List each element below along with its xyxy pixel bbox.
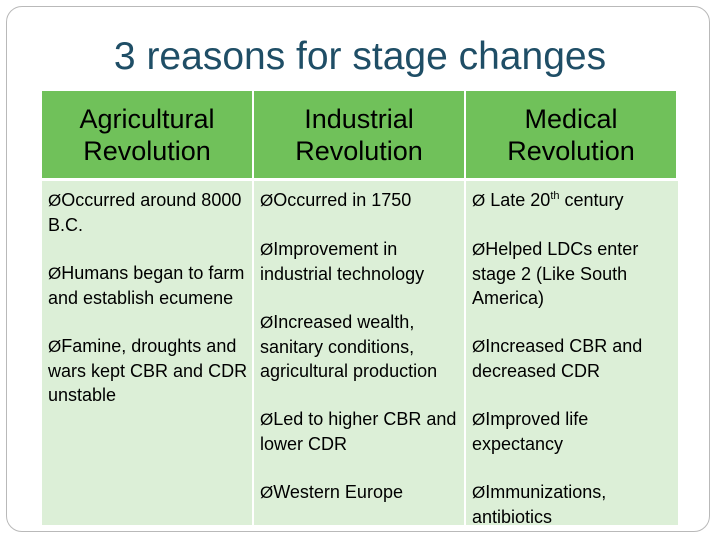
arrow-bullet-icon: Ø (472, 240, 486, 259)
list-item: ØOccurred around 8000 B.C. (48, 190, 242, 235)
list-item: ØImproved life expectancy (472, 409, 589, 454)
list-item: ØOccurred in 1750 (260, 190, 412, 210)
header-agricultural: Agricultural Revolution (42, 91, 254, 181)
arrow-bullet-icon: Ø (48, 337, 62, 356)
arrow-bullet-icon: Ø (48, 191, 62, 210)
list-item: ØFamine, droughts and wars kept CBR and … (48, 336, 248, 405)
header-medical: Medical Revolution (466, 91, 678, 181)
list-item: ØIncreased wealth, sanitary conditions, … (260, 312, 438, 381)
header-industrial: Industrial Revolution (254, 91, 466, 181)
slide-title: 3 reasons for stage changes (113, 35, 607, 78)
arrow-bullet-icon: Ø (260, 191, 274, 210)
arrow-bullet-icon: Ø (472, 337, 486, 356)
arrow-bullet-icon: Ø (48, 264, 62, 283)
list-item: ØImmunizations, antibiotics (472, 482, 607, 527)
arrow-bullet-icon: Ø (472, 410, 486, 429)
arrow-bullet-icon: Ø (472, 191, 486, 210)
list-item: ØIncreased CBR and decreased CDR (472, 336, 643, 381)
arrow-bullet-icon: Ø (260, 313, 274, 332)
list-item: ØHelped LDCs enter stage 2 (Like South A… (472, 239, 639, 308)
list-item: Ø Late 20th century (472, 190, 624, 210)
arrow-bullet-icon: Ø (472, 483, 486, 502)
comparison-table: Agricultural Revolution Industrial Revol… (42, 91, 678, 527)
column-industrial: ØOccurred in 1750 ØImprovement in indust… (254, 181, 466, 525)
column-medical: Ø Late 20th century ØHelped LDCs enter s… (466, 181, 678, 527)
list-item: ØImprovement in industrial technology (260, 239, 425, 284)
arrow-bullet-icon: Ø (260, 483, 274, 502)
arrow-bullet-icon: Ø (260, 410, 274, 429)
arrow-bullet-icon: Ø (260, 240, 274, 259)
column-agricultural: ØOccurred around 8000 B.C. ØHumans began… (42, 181, 254, 525)
slide-frame (6, 6, 710, 532)
list-item: ØLed to higher CBR and lower CDR (260, 409, 457, 454)
list-item: ØHumans began to farm and establish ecum… (48, 263, 245, 308)
list-item: ØWestern Europe (260, 482, 403, 502)
